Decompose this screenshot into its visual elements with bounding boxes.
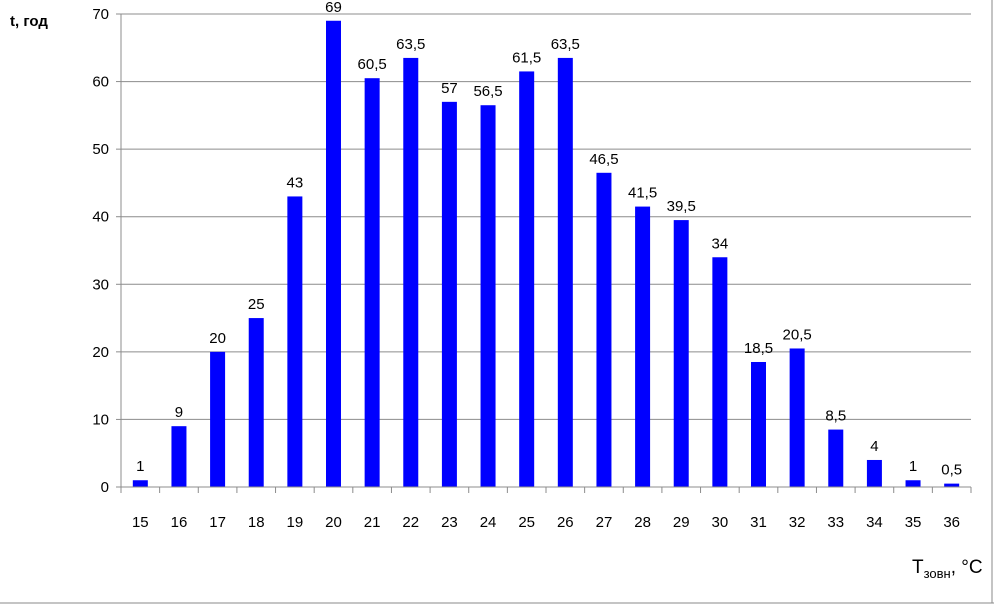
y-tick-label: 60 — [92, 74, 109, 91]
bar — [132, 480, 148, 487]
bar — [403, 57, 419, 488]
data-label: 60,5 — [358, 56, 387, 73]
data-label: 1 — [909, 458, 917, 475]
x-axis-label: Tзовн, °C — [912, 557, 983, 581]
y-tick-label: 20 — [92, 344, 109, 361]
x-tick-label: 21 — [364, 514, 381, 531]
x-tick-label: 17 — [209, 514, 226, 531]
bar — [866, 459, 882, 487]
bar — [635, 206, 651, 488]
y-tick-label: 10 — [92, 411, 109, 428]
data-label: 43 — [287, 174, 304, 191]
data-label: 63,5 — [551, 36, 580, 53]
x-tick-label: 28 — [634, 514, 651, 531]
data-label: 20,5 — [783, 326, 812, 343]
x-tick-label: 30 — [712, 514, 729, 531]
x-tick-label: 31 — [750, 514, 767, 531]
bar — [828, 429, 844, 487]
y-axis-label: t, год — [10, 13, 48, 30]
data-label: 20 — [209, 330, 226, 347]
bar — [519, 71, 535, 487]
x-tick-label: 33 — [827, 514, 844, 531]
data-label: 1 — [136, 458, 144, 475]
x-tick-label: 35 — [905, 514, 922, 531]
bar — [480, 105, 496, 487]
x-tick-label: 25 — [518, 514, 535, 531]
data-label: 4 — [870, 438, 878, 455]
data-label: 25 — [248, 296, 265, 313]
grid — [121, 13, 971, 420]
x-tick-label: 18 — [248, 514, 265, 531]
y-tick-label: 40 — [92, 209, 109, 226]
data-label: 57 — [441, 80, 458, 97]
data-label: 63,5 — [396, 36, 425, 53]
x-tick-label: 20 — [325, 514, 342, 531]
bar — [287, 196, 303, 487]
x-tick-label: 27 — [596, 514, 613, 531]
data-label: 18,5 — [744, 340, 773, 357]
bar — [441, 101, 457, 487]
data-label: 41,5 — [628, 185, 657, 202]
bar — [171, 426, 187, 487]
data-label: 46,5 — [589, 151, 618, 168]
x-tick-label: 34 — [866, 514, 883, 531]
x-tick-label: 36 — [943, 514, 960, 531]
x-tick-label: 29 — [673, 514, 690, 531]
y-tick-label: 30 — [92, 276, 109, 293]
y-tick-label: 70 — [92, 6, 109, 23]
x-tick-label: 26 — [557, 514, 574, 531]
data-label: 56,5 — [473, 83, 502, 100]
bar — [789, 348, 805, 487]
bars: 1 9 20 25 43 69 60,5 63,5 57 56,5 61,5 63,5 46,5 41,5… — [132, 0, 962, 488]
x-tick-label: 23 — [441, 514, 458, 531]
data-label: 39,5 — [667, 198, 696, 215]
y-tick-label: 50 — [92, 141, 109, 158]
bar — [712, 257, 728, 487]
data-label: 61,5 — [512, 49, 541, 66]
x-tick-label: 16 — [171, 514, 188, 531]
y-tick-label: 0 — [101, 479, 109, 496]
x-tick-label: 19 — [287, 514, 304, 531]
data-label: 34 — [712, 235, 729, 252]
x-axis-label-unit: , °C — [951, 557, 983, 578]
x-tick-label: 15 — [132, 514, 149, 531]
x-tick-label: 24 — [480, 514, 497, 531]
data-label: 8,5 — [825, 408, 846, 425]
bar — [248, 318, 264, 487]
x-tick-label: 32 — [789, 514, 806, 531]
data-label: 9 — [175, 404, 183, 421]
x-axis-label-sub: зовн — [924, 566, 951, 581]
bar — [673, 220, 689, 488]
bar — [210, 351, 226, 487]
bar — [364, 78, 380, 487]
data-label: 69 — [325, 0, 342, 16]
bar — [905, 480, 921, 487]
bar — [944, 483, 960, 487]
bar — [596, 172, 612, 488]
x-axis-label-main: T — [912, 557, 924, 578]
bar — [751, 361, 766, 487]
bar — [326, 20, 341, 488]
bar — [557, 57, 573, 488]
x-tick-label: 22 — [402, 514, 419, 531]
data-label: 0,5 — [941, 462, 962, 479]
